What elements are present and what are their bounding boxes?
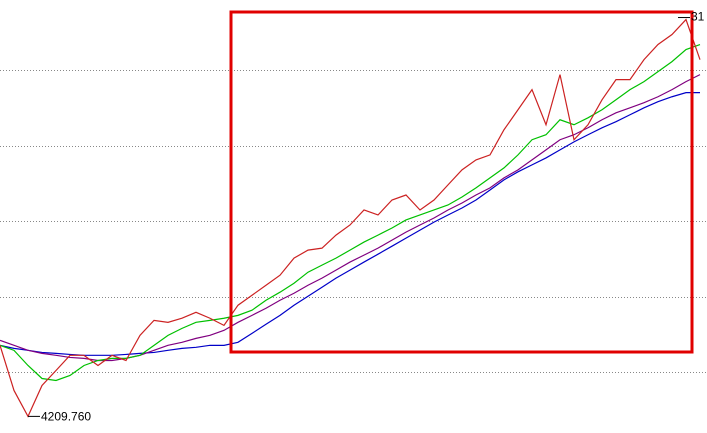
series-line bbox=[0, 18, 701, 418]
low-label: 4209.760 bbox=[41, 410, 91, 424]
series-line bbox=[0, 92, 700, 356]
highlight-box bbox=[229, 10, 694, 354]
plot bbox=[0, 18, 701, 418]
series-line bbox=[0, 74, 701, 362]
high-label: 31 bbox=[691, 10, 705, 24]
series-line bbox=[0, 43, 701, 382]
